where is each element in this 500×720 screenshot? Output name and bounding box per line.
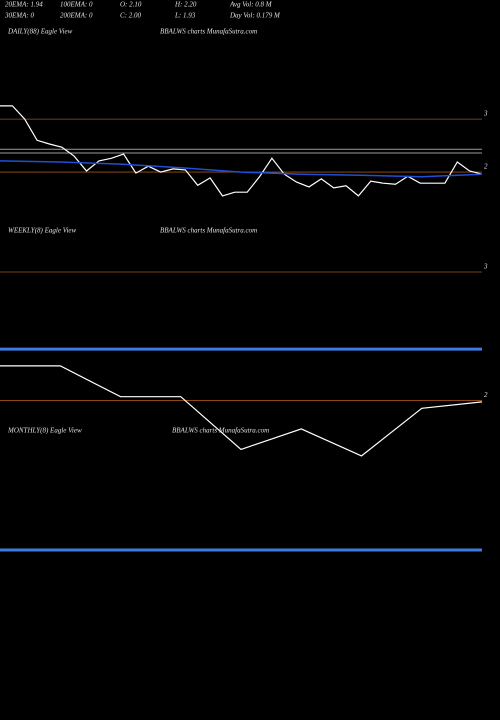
panel-title: DAILY(88) Eagle View: [7, 28, 73, 36]
stat: 100EMA: 0: [60, 1, 93, 9]
stat: H: 2.20: [174, 1, 197, 9]
panel-subtitle: BBALWS charts MunafaSutra.com: [160, 28, 257, 36]
series-line: [0, 160, 483, 178]
panel-title: WEEKLY(8) Eagle View: [8, 227, 76, 235]
y-tick-label: 3: [483, 263, 488, 271]
series-line: [0, 365, 483, 457]
stat: Avg Vol: 0.8 M: [229, 1, 273, 9]
y-tick-label: 2: [484, 391, 488, 399]
y-tick-label: 3: [483, 110, 488, 118]
series-line: [0, 105, 483, 197]
stat: 30EMA: 0: [4, 12, 34, 20]
stat: L: 1.93: [174, 12, 196, 20]
stat: C: 2.00: [120, 12, 142, 20]
stat: O: 2.10: [120, 1, 142, 9]
panel-title: MONTHLY(8) Eagle View: [7, 427, 82, 435]
y-tick-label: 2: [484, 163, 488, 171]
panel-subtitle: BBALWS charts MunafaSutra.com: [160, 227, 257, 235]
stat: 20EMA: 1.94: [5, 1, 43, 9]
stat: Day Vol: 0.179 M: [229, 12, 281, 20]
panel-subtitle: BBALWS charts MunafaSutra.com: [172, 427, 269, 435]
stat: 200EMA: 0: [60, 12, 93, 20]
